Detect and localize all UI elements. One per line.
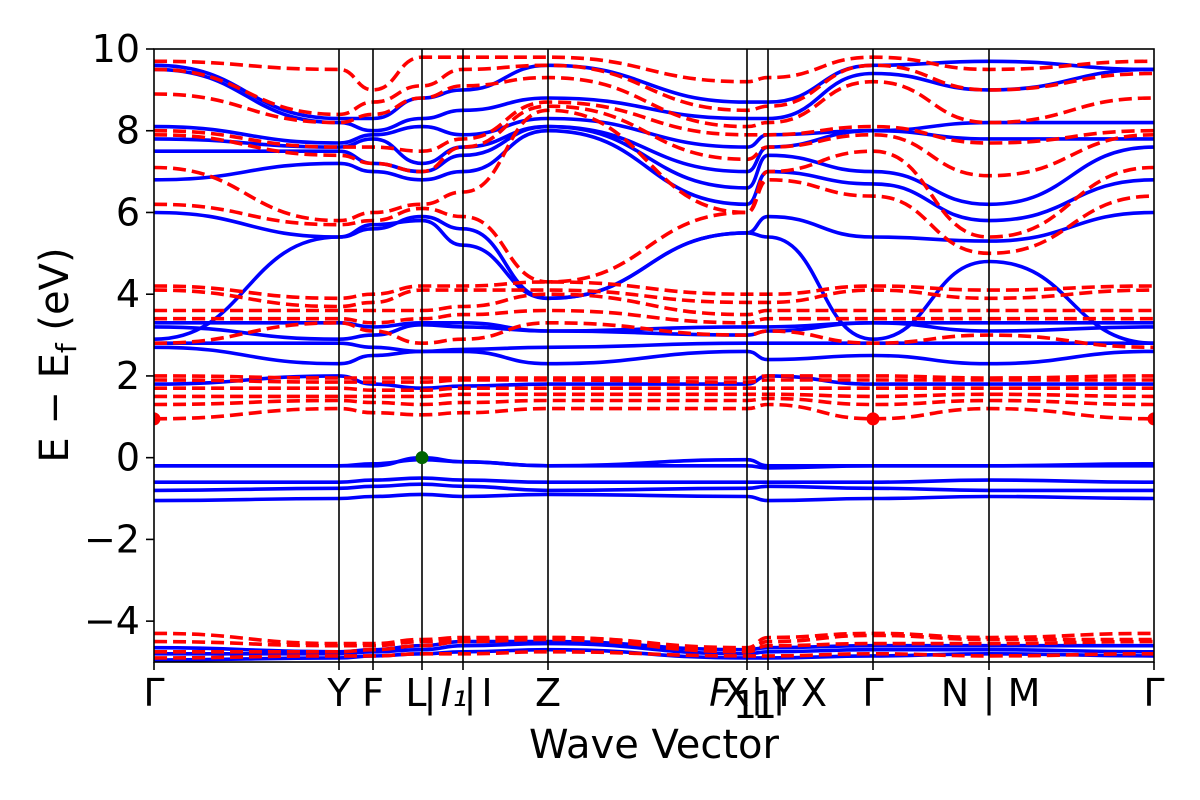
y-axis-label: E − Ef (eV) — [32, 247, 83, 462]
x-tick-label-12: | — [751, 671, 764, 716]
dashed-band-1 — [154, 396, 1154, 407]
x-tick-label-8: Z — [535, 671, 561, 715]
solid-band-16 — [154, 67, 1154, 133]
solid-band-13 — [154, 124, 1154, 207]
solid-band-7 — [154, 341, 1154, 354]
dashed-band-12 — [154, 108, 1154, 239]
dashed-band-21 — [154, 650, 1154, 660]
x-tick-label-16: X — [801, 671, 827, 715]
y-axis-label-sub: f — [50, 342, 83, 353]
y-tick-label-7: 10 — [92, 27, 140, 71]
x-tick-label-10: X — [723, 671, 749, 715]
dashed-band-20 — [154, 631, 1154, 650]
x-tick-label-14: | — [773, 671, 786, 716]
y-tick-label-3: 2 — [116, 354, 140, 398]
dashed-band-15 — [154, 75, 1154, 129]
y-axis-label-unit: (eV) — [32, 247, 78, 343]
band-edge-marker-3 — [415, 451, 429, 465]
solid-band-11 — [154, 210, 1154, 301]
y-tick-label-6: 8 — [116, 109, 140, 153]
x-tick-label-7: I — [481, 671, 492, 715]
x-tick-label-11: 1 — [733, 683, 757, 727]
solid-band-5 — [154, 374, 1154, 390]
solid-band-6 — [154, 345, 1154, 366]
dashed-band-11 — [154, 178, 1154, 284]
dashed-band-10 — [154, 280, 1154, 301]
dashed-band-4 — [154, 378, 1154, 384]
x-tick-label-9: F — [709, 671, 732, 715]
x-tick-label-0: Γ — [143, 671, 164, 715]
y-tick-label-2: 0 — [116, 436, 140, 480]
x-tick-label-6: | — [464, 671, 477, 716]
x-tick-label-15: Y — [771, 671, 796, 715]
dashed-band-3 — [154, 386, 1154, 393]
solid-band-15 — [154, 116, 1154, 149]
y-tick-label-0: −4 — [84, 599, 140, 643]
x-axis-ticks: Γ Y F L| I₁| I Z FX1|1|Y X Γ N | M Γ — [143, 662, 1165, 727]
bands-layer — [154, 55, 1154, 662]
dashed-band-9 — [154, 288, 1154, 309]
solid-band-1 — [154, 482, 1154, 493]
x-tick-label-20: M — [1008, 671, 1041, 715]
x-tick-label-1: Y — [326, 671, 351, 715]
x-tick-label-3: L — [405, 671, 426, 715]
y-axis-label-main: E − E — [32, 353, 78, 463]
x-tick-label-18: N — [941, 671, 969, 715]
dashed-band-16 — [154, 63, 1154, 117]
dashed-band-8 — [154, 292, 1154, 317]
band-edge-marker-2 — [1147, 412, 1154, 426]
x-tick-label-21: Γ — [1143, 671, 1164, 715]
kpoint-lines — [338, 49, 990, 662]
y-axis-ticks: −4 −2 0 2 4 6 8 10 — [84, 27, 154, 643]
dashed-band-5 — [154, 374, 1154, 380]
dashed-band-14 — [154, 100, 1154, 153]
solid-band-2 — [154, 476, 1154, 485]
x-tick-label-13: 1 — [753, 683, 777, 727]
y-tick-label-5: 6 — [116, 190, 140, 234]
x-tick-label-4: | — [424, 671, 437, 716]
dashed-band-2 — [154, 392, 1154, 399]
solid-band-9 — [154, 320, 1154, 333]
dashed-band-0 — [154, 402, 1154, 421]
x-axis-label: Wave Vector — [529, 722, 780, 768]
y-tick-label-1: −2 — [84, 517, 140, 561]
dashed-band-17 — [154, 55, 1154, 92]
y-tick-label-4: 4 — [116, 272, 140, 316]
solid-band-0 — [154, 492, 1154, 503]
dashed-band-6 — [154, 321, 1154, 350]
x-tick-label-2: F — [362, 671, 384, 715]
solid-band-12 — [154, 128, 1154, 223]
solid-band-19 — [154, 641, 1154, 656]
solid-band-14 — [154, 124, 1154, 174]
band-edge-marker-0 — [154, 412, 161, 426]
band-edge-marker-1 — [866, 412, 880, 426]
dashed-band-13 — [154, 104, 1154, 178]
solid-band-8 — [154, 321, 1154, 341]
dashed-band-7 — [154, 308, 1154, 325]
plot-frame — [153, 48, 1155, 663]
x-tick-label-17: Γ — [862, 671, 883, 715]
solid-band-4 — [154, 455, 1154, 468]
dashed-band-18 — [154, 637, 1154, 654]
x-tick-label-19: | — [983, 671, 996, 716]
x-tick-label-5: I₁ — [441, 671, 467, 715]
markers-layer — [154, 412, 1154, 465]
